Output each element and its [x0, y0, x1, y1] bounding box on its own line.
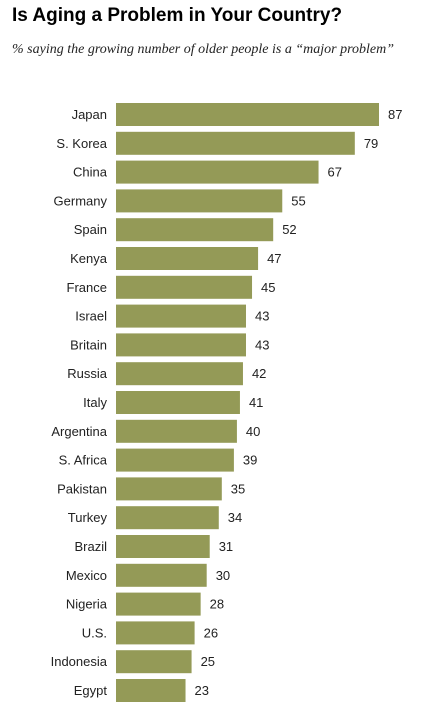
- category-label-germany: Germany: [54, 193, 108, 208]
- category-label-pakistan: Pakistan: [57, 481, 107, 496]
- bar-nigeria: [116, 592, 201, 616]
- category-label-egypt: Egypt: [74, 683, 108, 698]
- bar-indonesia: [116, 650, 192, 674]
- category-label-russia: Russia: [67, 366, 108, 381]
- bar-pakistan: [116, 477, 222, 501]
- bar-argentina: [116, 419, 237, 443]
- value-label-nigeria: 28: [210, 597, 224, 612]
- value-label-u-s: 26: [204, 625, 218, 640]
- bar-britain: [116, 333, 246, 357]
- value-label-france: 45: [261, 280, 275, 295]
- bar-mexico: [116, 563, 207, 587]
- bar-u-s: [116, 621, 195, 645]
- category-label-u-s: U.S.: [82, 625, 107, 640]
- value-label-s-korea: 79: [364, 136, 378, 151]
- value-label-russia: 42: [252, 366, 266, 381]
- value-label-indonesia: 25: [201, 654, 215, 669]
- category-label-spain: Spain: [74, 222, 107, 237]
- category-label-japan: Japan: [72, 107, 107, 122]
- category-label-argentina: Argentina: [51, 424, 107, 439]
- bar-turkey: [116, 506, 219, 530]
- value-label-kenya: 47: [267, 251, 281, 266]
- category-label-turkey: Turkey: [68, 510, 108, 525]
- category-label-italy: Italy: [83, 395, 107, 410]
- value-label-britain: 43: [255, 337, 269, 352]
- bar-egypt: [116, 679, 186, 702]
- bar-china: [116, 160, 319, 184]
- value-label-pakistan: 35: [231, 481, 245, 496]
- category-label-indonesia: Indonesia: [51, 654, 108, 669]
- bar-s-korea: [116, 131, 355, 155]
- value-label-egypt: 23: [195, 683, 209, 698]
- category-label-china: China: [73, 165, 108, 180]
- chart-subtitle: % saying the growing number of older peo…: [12, 42, 395, 57]
- value-label-germany: 55: [291, 193, 305, 208]
- value-label-mexico: 30: [216, 568, 230, 583]
- value-label-israel: 43: [255, 309, 269, 324]
- bar-spain: [116, 218, 274, 242]
- category-label-france: France: [67, 280, 107, 295]
- bar-germany: [116, 189, 283, 213]
- category-label-mexico: Mexico: [66, 568, 107, 583]
- category-label-israel: Israel: [75, 309, 107, 324]
- value-label-turkey: 34: [228, 510, 242, 525]
- bar-kenya: [116, 247, 259, 270]
- bar-israel: [116, 304, 246, 328]
- value-label-s-africa: 39: [243, 453, 257, 468]
- bar-france: [116, 275, 253, 299]
- category-label-nigeria: Nigeria: [66, 597, 108, 612]
- bar-japan: [116, 103, 379, 126]
- value-label-japan: 87: [388, 107, 402, 122]
- category-label-s-korea: S. Korea: [56, 136, 107, 151]
- value-label-china: 67: [328, 165, 342, 180]
- value-label-brazil: 31: [219, 539, 233, 554]
- value-label-argentina: 40: [246, 424, 260, 439]
- bar-brazil: [116, 535, 210, 558]
- bar-italy: [116, 391, 240, 414]
- category-label-brazil: Brazil: [74, 539, 107, 554]
- category-label-s-africa: S. Africa: [59, 453, 108, 468]
- value-label-italy: 41: [249, 395, 263, 410]
- category-label-kenya: Kenya: [70, 251, 108, 266]
- bar-russia: [116, 362, 243, 386]
- value-label-spain: 52: [282, 222, 296, 237]
- bar-s-africa: [116, 448, 234, 472]
- category-label-britain: Britain: [70, 337, 107, 352]
- chart-title: Is Aging a Problem in Your Country?: [12, 5, 343, 26]
